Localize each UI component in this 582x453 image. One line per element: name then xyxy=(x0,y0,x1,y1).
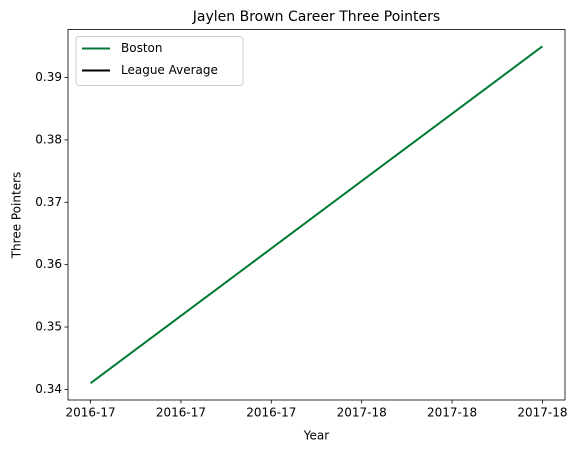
line xyxy=(89,45,544,384)
x-tick-label: 2017-18 xyxy=(337,406,387,420)
x-tick-label: 2016-17 xyxy=(156,406,206,420)
y-tick-label: 0.36 xyxy=(35,257,62,271)
y-tick-label: 0.39 xyxy=(35,70,62,84)
y-tick-label: 0.38 xyxy=(35,132,62,146)
x-axis-label: Year xyxy=(303,429,329,443)
x-tick-label: 2016-17 xyxy=(246,406,296,420)
plot-frame xyxy=(67,29,566,401)
legend-label: League Average xyxy=(121,63,218,77)
legend-box xyxy=(75,36,244,86)
chart-title: Jaylen Brown Career Three Pointers xyxy=(192,9,440,25)
y-tick-label: 0.37 xyxy=(35,195,62,209)
y-tick-label: 0.34 xyxy=(35,382,62,396)
y-axis-label: Three Pointers xyxy=(10,172,24,260)
y-tick-label: 0.35 xyxy=(35,320,62,334)
x-tick-label: 2016-17 xyxy=(66,406,116,420)
legend-label: Boston xyxy=(121,41,162,55)
x-tick-label: 2017-18 xyxy=(427,406,477,420)
x-tick-label: 2017-18 xyxy=(517,406,567,420)
